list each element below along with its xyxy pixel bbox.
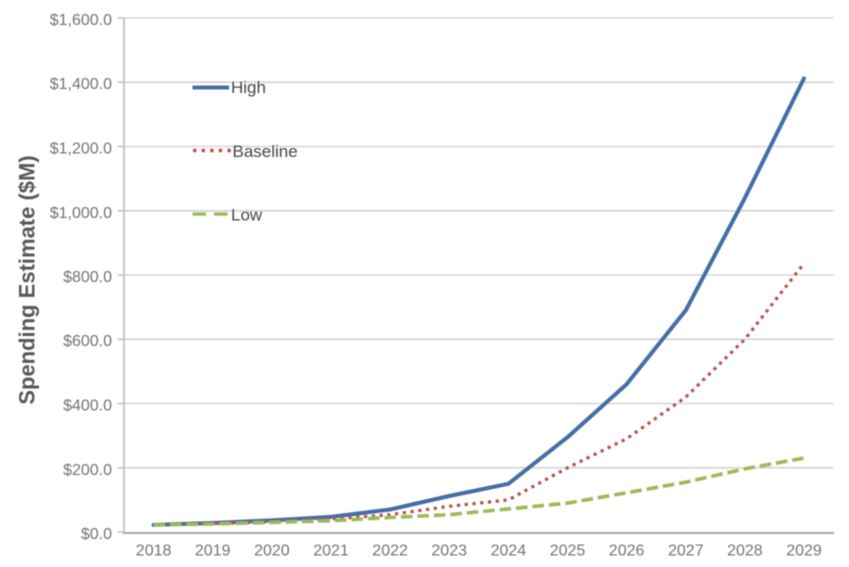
- svg-text:2027: 2027: [668, 543, 704, 560]
- svg-text:2020: 2020: [254, 543, 290, 560]
- svg-text:Baseline: Baseline: [233, 142, 298, 161]
- svg-text:$1,600.0: $1,600.0: [50, 12, 112, 29]
- svg-text:$800.0: $800.0: [63, 269, 112, 286]
- svg-text:2021: 2021: [313, 543, 349, 560]
- svg-text:2028: 2028: [727, 543, 763, 560]
- svg-text:$600.0: $600.0: [63, 333, 112, 350]
- svg-text:2024: 2024: [491, 543, 527, 560]
- svg-text:$400.0: $400.0: [63, 398, 112, 415]
- svg-text:$0.0: $0.0: [81, 526, 112, 543]
- svg-text:2026: 2026: [609, 543, 645, 560]
- svg-text:$200.0: $200.0: [63, 462, 112, 479]
- svg-text:$1,200.0: $1,200.0: [50, 141, 112, 158]
- svg-text:$1,000.0: $1,000.0: [50, 205, 112, 222]
- svg-text:Low: Low: [231, 206, 263, 225]
- svg-text:2023: 2023: [431, 543, 467, 560]
- svg-text:2022: 2022: [372, 543, 408, 560]
- svg-text:High: High: [231, 78, 266, 97]
- svg-text:2029: 2029: [786, 543, 822, 560]
- svg-text:2018: 2018: [136, 543, 172, 560]
- svg-text:$1,400.0: $1,400.0: [50, 76, 112, 93]
- svg-text:2025: 2025: [550, 543, 586, 560]
- svg-text:Spending Estimate ($M): Spending Estimate ($M): [15, 155, 40, 404]
- svg-text:2019: 2019: [195, 543, 231, 560]
